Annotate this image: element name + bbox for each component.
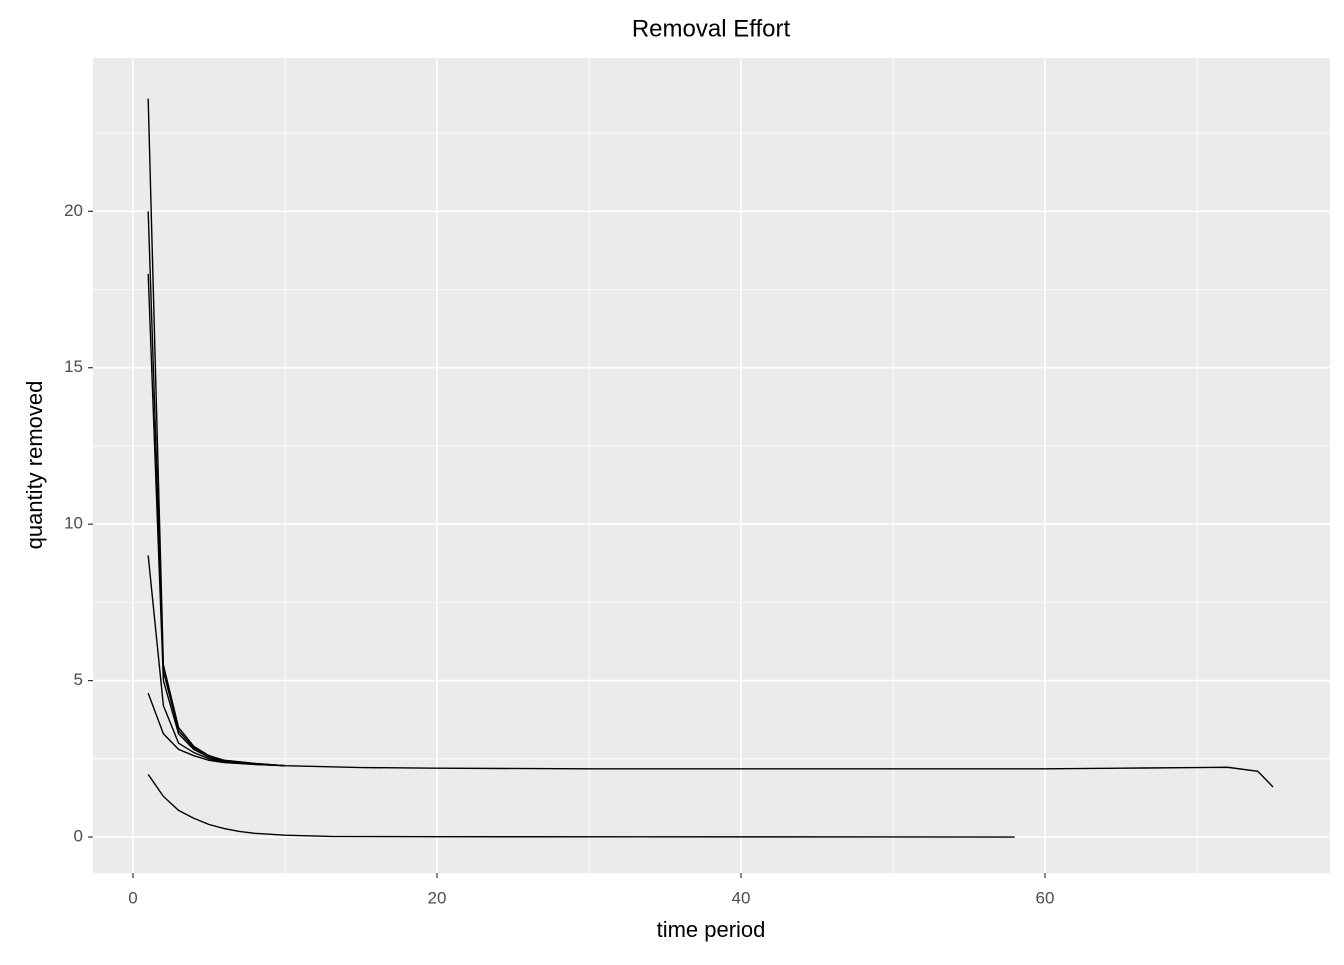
x-tick-label: 60 — [1036, 888, 1055, 907]
panel — [93, 58, 1330, 873]
y-tick-label: 15 — [64, 357, 83, 376]
y-tick-label: 5 — [74, 670, 83, 689]
y-axis-label: quantity removed — [22, 381, 47, 550]
y-tick-label: 10 — [64, 514, 83, 533]
series-line — [147, 98, 1274, 788]
series-line — [147, 774, 1015, 838]
series-line — [147, 692, 286, 767]
y-tick-label: 20 — [64, 201, 83, 220]
x-tick-label: 40 — [732, 888, 751, 907]
x-tick-label: 0 — [128, 888, 137, 907]
x-axis-label: time period — [657, 917, 766, 942]
y-tick-label: 0 — [74, 827, 83, 846]
chart-title: Removal Effort — [632, 15, 791, 42]
x-tick-label: 20 — [428, 888, 447, 907]
